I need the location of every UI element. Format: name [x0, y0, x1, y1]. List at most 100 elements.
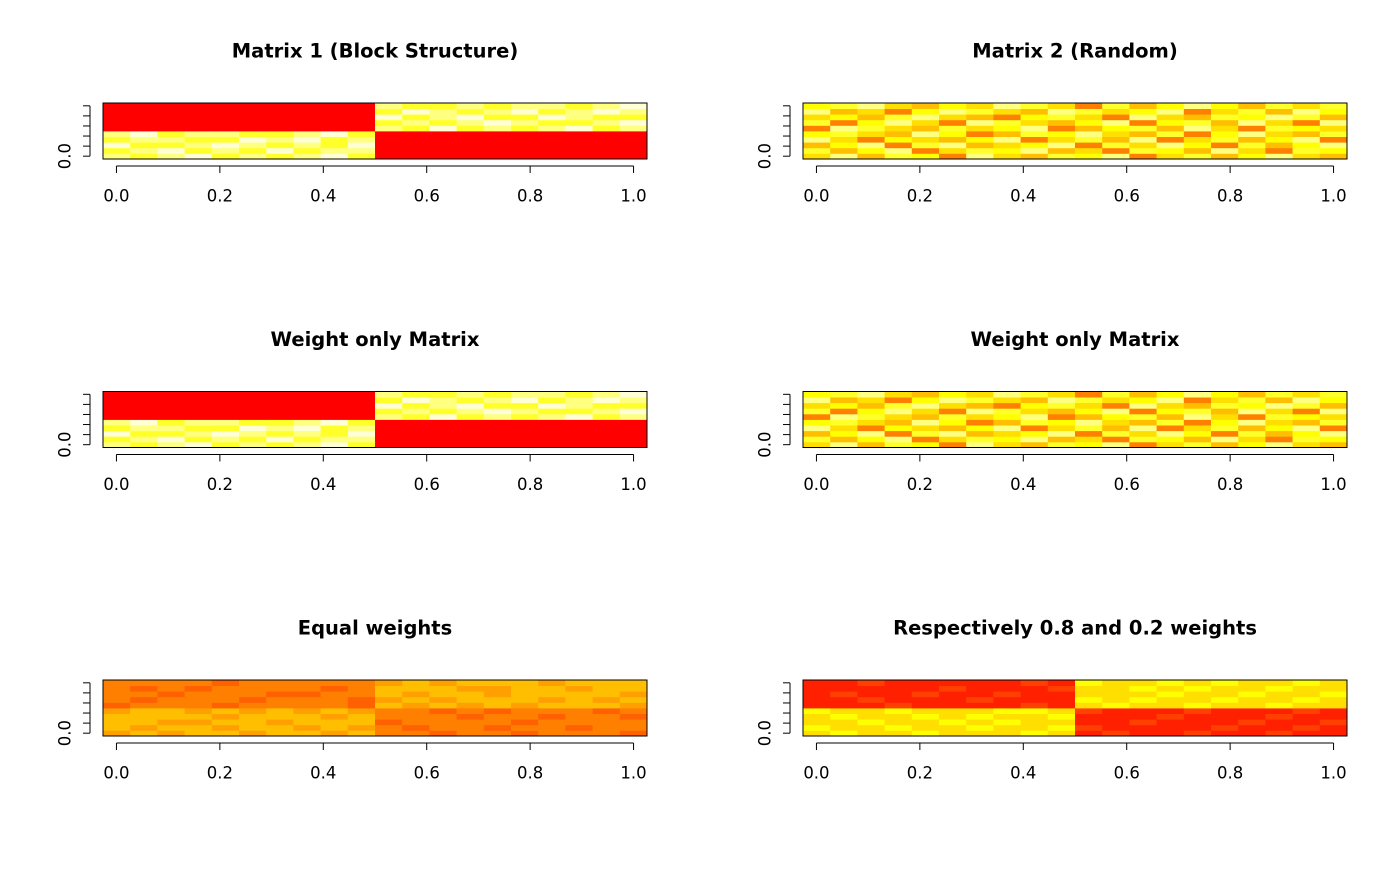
- heat-cell: [103, 441, 131, 448]
- heat-cell: [1292, 391, 1321, 398]
- heat-cell: [211, 691, 240, 698]
- panel: Weight only Matrix 0.0 0.2 0.4 0.6 0.8 1.0 0.0: [56, 328, 648, 494]
- heat-cell: [1020, 408, 1049, 415]
- heat-cell: [1047, 147, 1076, 154]
- heat-cell: [1047, 708, 1076, 714]
- heat-cell: [993, 402, 1021, 409]
- heat-cell: [1238, 724, 1266, 731]
- heat-cell: [939, 702, 967, 709]
- heat-cell: [993, 691, 1021, 698]
- heat-cell: [538, 436, 566, 443]
- x-tick-label: 0.6: [414, 764, 440, 783]
- heat-cell: [511, 125, 539, 132]
- heat-cell: [803, 391, 831, 398]
- heat-cell: [1265, 125, 1293, 132]
- heat-cell: [347, 391, 376, 398]
- heat-cell: [1156, 691, 1185, 698]
- heat-cell: [157, 696, 185, 703]
- heat-cell: [803, 119, 831, 126]
- heat-cell: [830, 408, 858, 415]
- heat-cell: [184, 430, 213, 437]
- heat-cell: [1020, 713, 1049, 720]
- heat-cell: [592, 425, 621, 432]
- heat-cell: [1020, 702, 1049, 709]
- heat-cell: [1047, 685, 1076, 692]
- heat-cell: [565, 430, 593, 437]
- heat-cell: [939, 713, 967, 720]
- heat-cell: [619, 719, 648, 726]
- heat-cell: [857, 730, 885, 737]
- heat-cell: [511, 680, 539, 686]
- heat-cell: [375, 119, 403, 126]
- heat-cell: [320, 430, 349, 437]
- heat-cell: [456, 119, 485, 126]
- heat-cell: [1020, 136, 1049, 143]
- heat-cell: [375, 441, 403, 448]
- heat-cell: [1292, 153, 1321, 160]
- heat-cell: [320, 730, 349, 737]
- heat-cell: [830, 696, 858, 703]
- heat-cell: [1319, 114, 1348, 121]
- heat-cell: [619, 131, 648, 137]
- heat-cell: [239, 131, 267, 137]
- heat-cell: [1183, 131, 1212, 137]
- heat-cell: [911, 119, 940, 126]
- heat-cell: [211, 119, 240, 126]
- heat-cell: [993, 153, 1021, 160]
- heat-cell: [402, 125, 430, 132]
- x-tick-label: 0.6: [1114, 475, 1140, 494]
- heat-cell: [803, 413, 831, 420]
- heat-cell: [103, 108, 131, 115]
- heat-cell: [1211, 153, 1239, 160]
- heat-cell: [993, 696, 1021, 703]
- heat-cell: [1047, 103, 1076, 109]
- heat-cell: [939, 402, 967, 409]
- heat-cell: [1238, 391, 1266, 398]
- heat-cell: [619, 147, 648, 154]
- heat-cell: [375, 142, 403, 149]
- heat-cell: [157, 436, 185, 443]
- heat-cell: [157, 713, 185, 720]
- heat-cell: [1211, 724, 1239, 731]
- heat-cell: [1075, 131, 1103, 137]
- plot-box: [102, 102, 648, 160]
- x-tick-label: 0.2: [907, 187, 933, 206]
- heat-cell: [103, 391, 131, 398]
- heat-cell: [830, 131, 858, 137]
- heat-cell: [911, 696, 940, 703]
- heat-cell: [1292, 103, 1321, 109]
- heat-cell: [1129, 408, 1157, 415]
- heat-cell: [1211, 419, 1239, 426]
- heat-cell: [266, 685, 294, 692]
- heat-cell: [511, 441, 539, 448]
- heat-cell: [483, 397, 512, 404]
- heat-cell: [966, 425, 994, 432]
- heat-cell: [1319, 441, 1348, 448]
- heat-cell: [1183, 702, 1212, 709]
- heat-cell: [619, 708, 648, 714]
- heat-cell: [857, 441, 885, 448]
- heat-cell: [1129, 680, 1157, 686]
- heat-cell: [1238, 425, 1266, 432]
- heat-cell: [857, 713, 885, 720]
- heat-cell: [239, 119, 267, 126]
- heat-cell: [966, 408, 994, 415]
- heat-cell: [511, 708, 539, 714]
- heat-cell: [1183, 696, 1212, 703]
- heat-cell: [966, 680, 994, 686]
- heat-cell: [565, 142, 593, 149]
- heat-cell: [157, 391, 185, 398]
- heat-cell: [857, 696, 885, 703]
- heat-cell: [884, 719, 913, 726]
- heat-cell: [538, 153, 566, 160]
- heat-cell: [511, 397, 539, 404]
- heat-cell: [239, 136, 267, 143]
- heat-cell: [1183, 108, 1212, 115]
- heat-cell: [347, 108, 376, 115]
- heat-cell: [966, 436, 994, 443]
- heat-cell: [993, 419, 1021, 426]
- heat-cell: [592, 419, 621, 426]
- heat-cell: [239, 730, 267, 737]
- heat-cell: [538, 680, 566, 686]
- heat-cell: [266, 119, 294, 126]
